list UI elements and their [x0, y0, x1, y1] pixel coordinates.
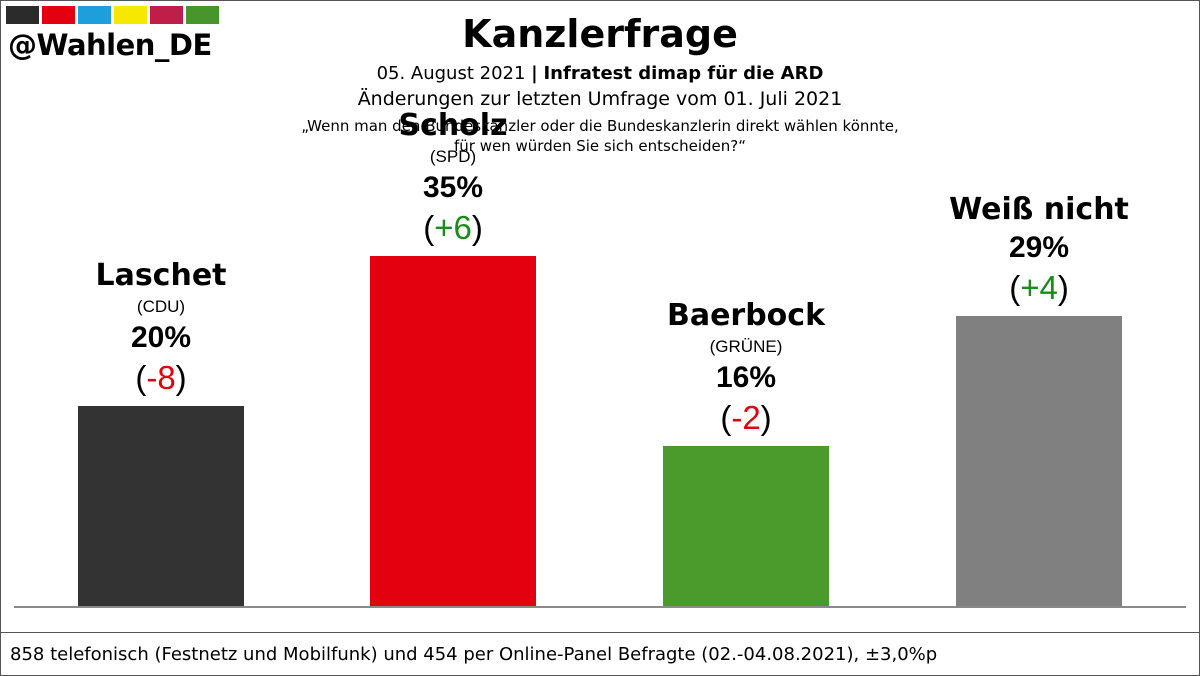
question-line-2: für wen würden Sie sich entscheiden?“ — [454, 137, 746, 155]
account-handle: @Wahlen_DE — [8, 28, 212, 62]
party-label-0: (CDU) — [136, 297, 186, 316]
party-label-1: (SPD) — [429, 147, 477, 166]
party-swatch-2 — [78, 6, 111, 24]
party-label-2: (GRÜNE) — [709, 337, 783, 356]
bar-label-group-3: Weiß nicht 29% (+4) — [919, 192, 1159, 308]
party-swatch-1 — [42, 6, 75, 24]
category-label-3: Weiß nicht — [949, 192, 1129, 227]
party-swatch-3 — [114, 6, 147, 24]
change-label-1: (+6) — [423, 209, 483, 246]
category-label-1: Scholz — [398, 108, 508, 143]
subtitle-date-source: 05. August 2021 | Infratest dimap für di… — [0, 63, 1200, 84]
footer-note: 858 telefonisch (Festnetz und Mobilfunk)… — [10, 644, 938, 665]
party-color-swatches — [6, 6, 219, 24]
bar-label-group-1: Scholz (SPD) 35% (+6) — [333, 108, 573, 248]
bar-2 — [663, 446, 829, 606]
party-swatch-4 — [150, 6, 183, 24]
party-swatch-0 — [6, 6, 39, 24]
change-label-3: (+4) — [1009, 269, 1069, 306]
category-label-0: Laschet — [95, 258, 227, 293]
value-label-3: 29% — [1008, 231, 1070, 264]
question-line-1: „Wenn man den Bundeskanzler oder die Bun… — [301, 117, 899, 135]
bar-1 — [370, 256, 536, 606]
bar-3 — [956, 316, 1122, 606]
bar-label-group-2: Baerbock (GRÜNE) 16% (-2) — [626, 298, 866, 438]
poll-source: Infratest dimap für die ARD — [543, 63, 824, 84]
footer-divider — [0, 632, 1200, 633]
comparison-note: Änderungen zur letzten Umfrage vom 01. J… — [357, 88, 843, 110]
chart-title: Kanzlerfrage — [462, 12, 738, 56]
value-label-2: 16% — [715, 361, 777, 394]
poll-date: 05. August 2021 — [376, 63, 526, 84]
change-label-2: (-2) — [720, 399, 772, 436]
bar-0 — [78, 406, 244, 606]
subtitle-separator: | — [531, 63, 538, 84]
bar-label-group-0: Laschet (CDU) 20% (-8) — [41, 258, 281, 398]
party-swatch-5 — [186, 6, 219, 24]
value-label-1: 35% — [422, 171, 484, 204]
category-label-2: Baerbock — [666, 298, 826, 333]
change-label-0: (-8) — [135, 359, 187, 396]
value-label-0: 20% — [130, 321, 192, 354]
